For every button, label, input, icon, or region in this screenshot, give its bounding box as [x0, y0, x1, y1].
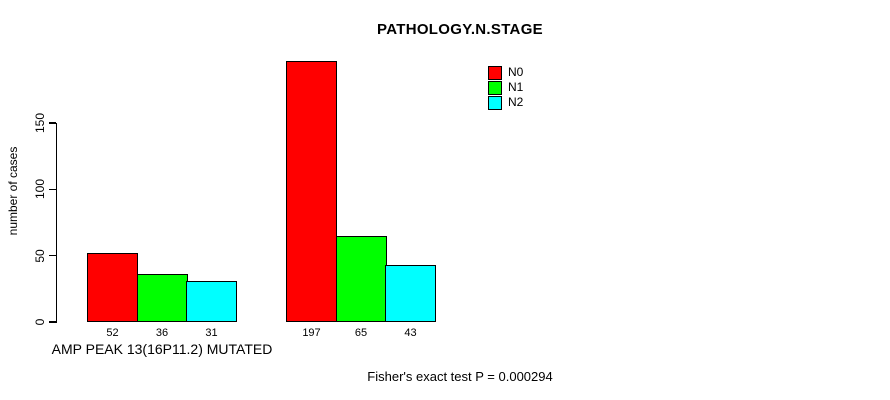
bar-value-label: 65 [354, 327, 368, 339]
bar-value-label: 31 [205, 327, 218, 339]
bar-group2-n0 [286, 60, 337, 322]
y-tick [48, 254, 56, 257]
bar-value-label: 36 [155, 327, 169, 339]
legend-item: N1 [488, 80, 523, 95]
legend-swatch-n1 [488, 80, 502, 95]
bar-group2-n1 [335, 235, 387, 322]
bar-group1-n1 [136, 274, 188, 322]
legend-label: N1 [508, 80, 524, 94]
y-tick [48, 321, 56, 323]
legend-label: N0 [508, 65, 524, 79]
legend-item: N0 [488, 65, 523, 80]
y-tick [48, 122, 56, 124]
legend-swatch-n0 [488, 65, 502, 80]
y-tick [48, 188, 56, 191]
legend-swatch-n2 [488, 95, 502, 110]
y-axis [55, 122, 57, 324]
bar-group2-n2 [385, 264, 436, 322]
bar-value-label: 52 [106, 327, 119, 339]
bar-group1-n2 [186, 280, 237, 322]
bar-group1-n0 [87, 253, 138, 322]
bar-value-label: 43 [404, 327, 417, 339]
pvalue-annotation: Fisher's exact test P = 0.000294 [367, 369, 553, 384]
chart-title: PATHOLOGY.N.STAGE [377, 21, 543, 38]
bar-value-label: 197 [302, 327, 321, 339]
legend-label: N2 [508, 95, 524, 109]
legend-item: N2 [488, 95, 523, 110]
x-group-label: AMP PEAK 13(16P11.2) MUTATED [51, 341, 273, 357]
legend: N0 N1 N2 [488, 65, 523, 110]
